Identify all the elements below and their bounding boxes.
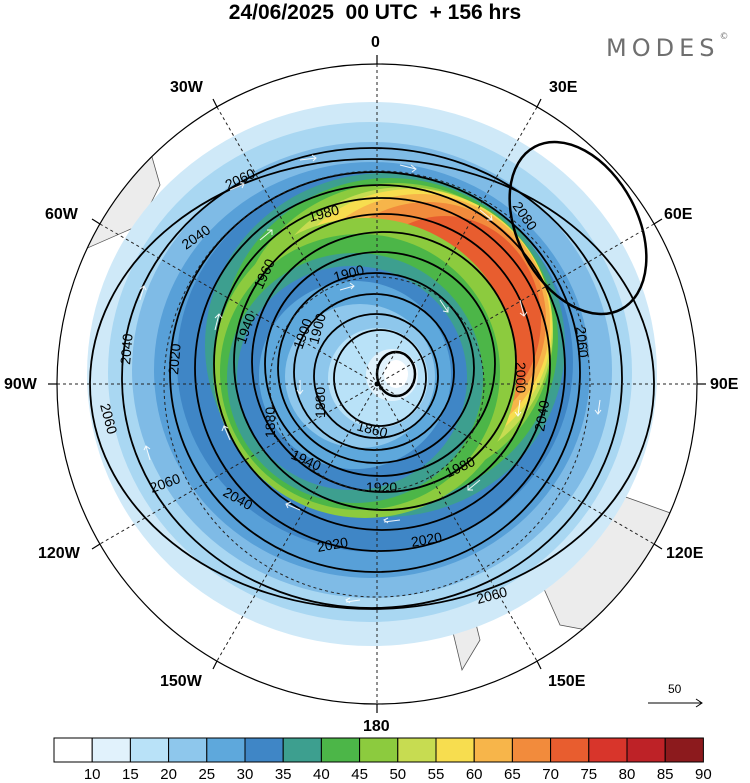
geopotential-contours	[89, 140, 655, 610]
colorbar-tick-label: 10	[83, 766, 101, 783]
colorbar-tick-label: 90	[695, 766, 712, 783]
colorbar-tick-label: 25	[198, 766, 216, 783]
contour-label: 2060	[573, 326, 592, 359]
colorbar-tick-label: 30	[236, 766, 254, 783]
colorbar-swatch	[664, 737, 704, 763]
contour-label: 2060	[97, 402, 121, 436]
colorbar-tick-label: 70	[542, 766, 559, 783]
contour-labels: 2060 2040 1980 1960 1900 1900 2040 2020 …	[97, 165, 592, 607]
pole-marker	[374, 381, 380, 387]
colorbar-tick-label: 50	[389, 766, 407, 783]
contour-label: 1900	[332, 261, 366, 285]
contour-label: 2020	[410, 529, 444, 550]
lon-label-60e: 60E	[664, 206, 693, 223]
colorbar-swatch	[626, 737, 666, 763]
contour-label: 2000	[513, 362, 529, 393]
colorbar-tick-label: 65	[504, 766, 521, 783]
lon-label-150e: 150E	[548, 673, 586, 690]
contour-label: 2040	[531, 399, 552, 433]
colorbar-swatch	[473, 737, 513, 763]
colorbar-swatch	[320, 737, 361, 763]
colorbar-swatch	[129, 737, 170, 763]
modes-logo: MODES©	[606, 32, 729, 62]
contour-label: 1880	[262, 407, 278, 438]
contour-label: 2060	[475, 583, 509, 607]
colorbar-tick-label: 85	[656, 766, 674, 783]
colorbar-swatch	[282, 737, 322, 763]
wind-vectors	[139, 154, 602, 604]
colorbar-tick-label: 40	[313, 766, 330, 783]
colorbar-tick-label: 75	[580, 766, 598, 783]
reference-arrow-icon	[648, 698, 703, 708]
colorbar-tick-label: 35	[274, 766, 292, 783]
colorbar-tick-label: 45	[351, 766, 368, 783]
contour-label: 2020	[165, 343, 184, 376]
colorbar-swatch	[53, 737, 93, 763]
lon-label-0: 0	[371, 34, 380, 51]
contour-label: 2040	[117, 333, 136, 366]
colorbar-tick-label: 15	[122, 766, 139, 783]
colorbar-swatch	[206, 737, 246, 763]
contour-label: 1980	[307, 201, 341, 225]
lon-label-180: 180	[363, 718, 390, 735]
colorbar-tick-label: 80	[618, 766, 636, 783]
colorbar-tick-label: 55	[427, 766, 445, 783]
lon-label-90w: 90W	[4, 376, 37, 393]
wind-speed-colorbar	[53, 737, 704, 763]
contour-label: 1900	[305, 311, 329, 345]
lon-label-150w: 150W	[160, 673, 202, 690]
colorbar-swatch	[588, 737, 628, 763]
colorbar-swatch	[435, 737, 475, 763]
lon-label-30e: 30E	[549, 79, 578, 96]
lon-label-120w: 120W	[38, 545, 80, 562]
colorbar-swatch	[359, 737, 399, 763]
contour-label: 1860	[355, 417, 389, 441]
colorbar-swatch	[550, 737, 590, 763]
contour-label: 1880	[312, 387, 328, 418]
copyright-mark: ©	[719, 32, 729, 42]
vector-reference-label: 50	[668, 682, 682, 696]
colorbar-tick-label: 60	[465, 766, 483, 783]
colorbar-swatch	[244, 737, 284, 763]
colorbar-swatch	[397, 737, 437, 763]
colorbar-swatch	[168, 737, 208, 763]
colorbar-tick-label: 20	[160, 766, 177, 783]
brand-name: MODES	[606, 34, 720, 62]
contour-label: 1920	[366, 479, 397, 495]
lon-label-60w: 60W	[45, 206, 78, 223]
lon-label-30w: 30W	[170, 79, 203, 96]
colorbar-swatch	[91, 737, 131, 763]
map-title: 24/06/2025 00 UTC + 156 hrs	[228, 1, 522, 24]
colorbar-swatch	[511, 737, 552, 763]
lon-label-90e: 90E	[710, 376, 739, 393]
contour-label: 2020	[316, 534, 350, 555]
vector-reference: 50	[640, 680, 710, 710]
longitude-ticks	[48, 55, 706, 713]
lon-label-120e: 120E	[666, 545, 704, 562]
map-field	[57, 64, 697, 704]
